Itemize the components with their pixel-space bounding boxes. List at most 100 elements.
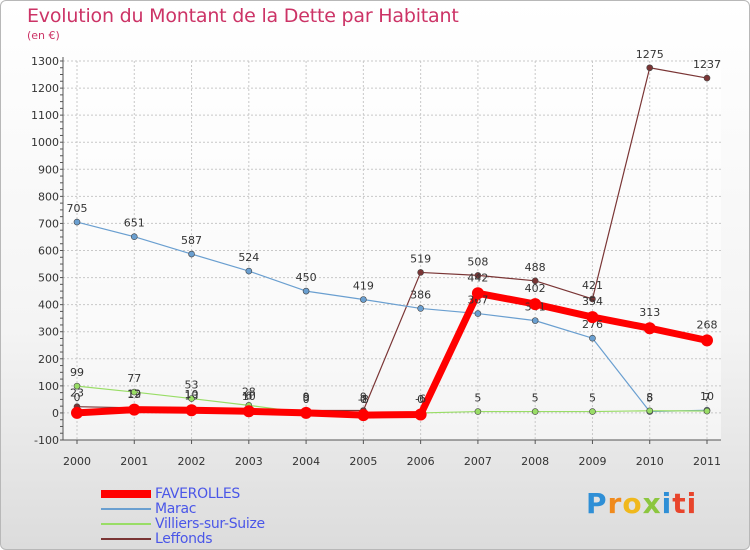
legend-label: Villiers-sur-Suize	[155, 516, 265, 532]
data-label: 6	[245, 389, 252, 402]
data-label: 10	[242, 390, 256, 403]
data-point	[300, 406, 313, 419]
data-label: 1275	[636, 48, 664, 61]
data-label: 402	[525, 282, 546, 295]
data-point	[414, 408, 427, 421]
x-tick-label: 2005	[349, 455, 377, 468]
legend-swatch	[101, 508, 151, 510]
y-tick-label: 600	[38, 245, 59, 258]
data-label: 5	[646, 392, 653, 405]
data-point	[245, 267, 253, 275]
data-label: 8	[646, 391, 653, 404]
legend-label: Marac	[155, 501, 197, 517]
y-tick-label: 300	[38, 326, 59, 339]
legend-item: Villiers-sur-Suize	[101, 516, 321, 532]
data-label: 276	[582, 318, 603, 331]
data-label: 519	[410, 252, 431, 265]
legend-item: Leffonds	[101, 531, 321, 547]
data-point	[531, 408, 539, 415]
y-tick-label: 700	[38, 217, 59, 230]
y-tick-label: 1000	[31, 136, 59, 149]
data-point	[474, 408, 482, 415]
data-label: 0	[74, 391, 81, 404]
data-label: 508	[467, 255, 488, 268]
y-tick-label: 400	[38, 299, 59, 312]
x-tick-label: 2002	[178, 455, 206, 468]
data-point	[417, 305, 424, 312]
x-tick-label: 2000	[63, 455, 91, 468]
legend-label: FAVEROLLES	[155, 486, 240, 502]
data-point	[73, 218, 81, 226]
x-tick-label: 2004	[292, 455, 320, 468]
data-label: 0	[360, 393, 367, 406]
data-label: 99	[70, 366, 84, 379]
data-label: 5	[474, 392, 481, 405]
data-point	[646, 64, 654, 72]
x-tick-label: 2011	[693, 455, 721, 468]
data-point	[701, 334, 713, 347]
y-tick-label: 100	[38, 380, 59, 393]
legend-label: Leffonds	[155, 531, 213, 547]
data-label: 313	[639, 306, 660, 319]
data-point	[185, 404, 198, 417]
data-label: 421	[582, 279, 603, 292]
data-point	[302, 287, 310, 295]
chart-legend: FAVEROLLES Marac Villiers-sur-Suize Leffond…	[101, 486, 321, 547]
legend-swatch	[101, 538, 151, 540]
legend-item: FAVEROLLES	[101, 486, 321, 502]
data-point	[589, 408, 596, 415]
data-label: 367	[467, 294, 488, 307]
data-point	[188, 395, 195, 402]
series-line-marac	[76, 221, 708, 413]
data-point	[474, 310, 482, 317]
y-tick-label: 1200	[31, 82, 59, 95]
series-line-faverolles	[76, 289, 708, 419]
data-label: 651	[124, 217, 145, 230]
data-point	[586, 311, 599, 324]
data-point	[128, 403, 141, 416]
data-label: 442	[467, 271, 488, 284]
data-label: 0	[303, 391, 310, 404]
data-label: -6	[415, 393, 426, 406]
data-label: 10	[700, 390, 714, 403]
proxiti-logo: Proxiti	[586, 487, 698, 520]
legend-item: Marac	[101, 501, 321, 517]
data-point	[531, 277, 539, 285]
data-label: 488	[525, 261, 546, 274]
data-label: 268	[697, 318, 718, 331]
x-tick-label: 2003	[235, 455, 263, 468]
data-label: 5	[589, 392, 596, 405]
data-label: 419	[353, 279, 374, 292]
x-tick-label: 2001	[120, 455, 148, 468]
data-label: 5	[532, 392, 539, 405]
data-point	[646, 407, 654, 415]
y-tick-label: 200	[38, 353, 59, 366]
data-point	[71, 406, 83, 419]
y-tick-label: 0	[52, 407, 59, 420]
data-label: 10	[185, 388, 199, 401]
y-tick-label: 1300	[31, 55, 59, 68]
data-label: -8	[358, 393, 369, 406]
x-tick-label: 2007	[464, 455, 492, 468]
data-point	[471, 287, 484, 300]
data-label: 587	[181, 234, 202, 247]
data-label: 53	[185, 379, 199, 392]
data-point	[417, 269, 424, 276]
y-tick-label: 800	[38, 190, 59, 203]
data-label: 23	[70, 387, 84, 400]
data-point	[474, 272, 482, 279]
data-label: 354	[582, 295, 603, 308]
y-tick-label: 1100	[31, 109, 59, 122]
data-point	[589, 334, 596, 342]
data-label: 450	[296, 271, 317, 284]
data-point	[188, 250, 195, 258]
y-tick-label: 500	[38, 272, 59, 285]
data-point	[130, 233, 138, 240]
x-tick-label: 2008	[521, 455, 549, 468]
data-label: 9	[360, 390, 367, 403]
legend-swatch	[101, 490, 151, 498]
y-tick-label: -100	[34, 434, 59, 447]
chart-subtitle: (en €)	[27, 29, 60, 42]
data-point	[703, 74, 711, 82]
